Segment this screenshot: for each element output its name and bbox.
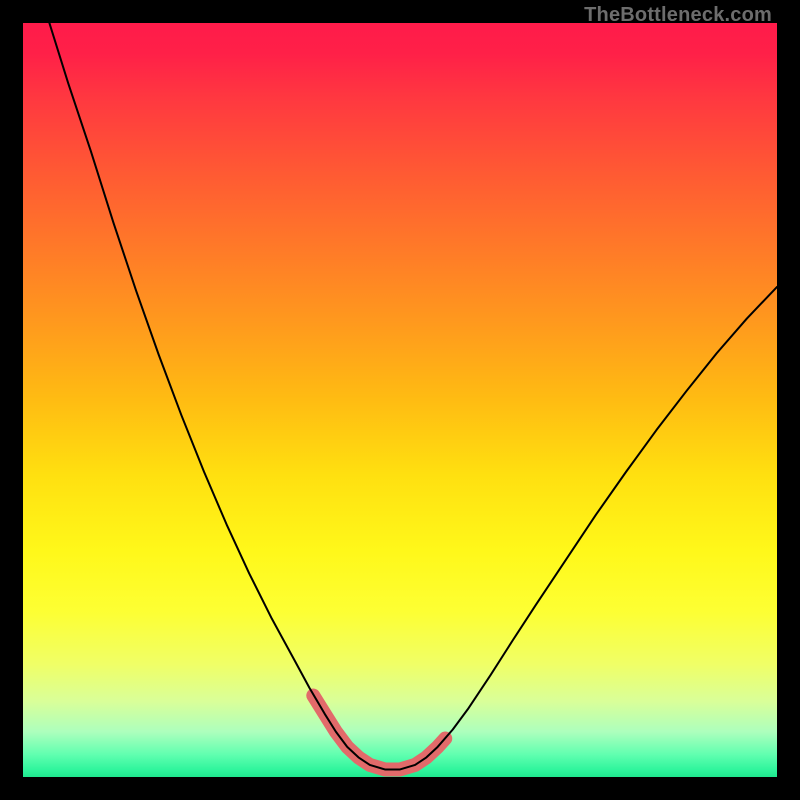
plot-area <box>23 23 777 777</box>
chart-svg <box>23 23 777 777</box>
watermark-text: TheBottleneck.com <box>584 4 772 27</box>
chart-frame: TheBottleneck.com <box>0 0 800 800</box>
gradient-background <box>23 23 777 777</box>
